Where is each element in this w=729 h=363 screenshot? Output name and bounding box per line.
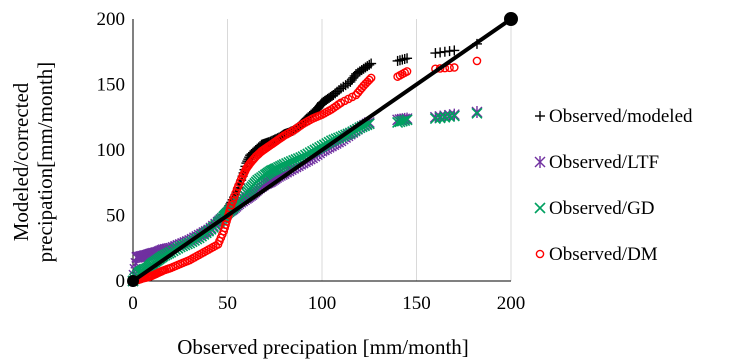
y-axis-title-line: Modeled/corrected (9, 82, 33, 241)
series-layer (127, 12, 518, 287)
legend: Observed/modeled Observed/LTF Observed/GD O… (534, 106, 693, 265)
legend-label: Observed/modeled (549, 106, 693, 127)
marker-stroke (535, 249, 545, 259)
data-point (439, 111, 451, 123)
y-axis-title: Modeled/correctedprecipation[mm/month] (9, 62, 57, 263)
legend-label: Observed/LTF (549, 152, 659, 173)
data-point (399, 114, 411, 127)
marker-stroke (439, 111, 451, 123)
legend-label: Observed/DM (549, 244, 658, 265)
marker-stroke (534, 202, 546, 214)
data-point (401, 114, 413, 126)
legend-item: Observed/DM (535, 244, 658, 265)
legend-item: Observed/modeled (535, 106, 693, 127)
x-tick-label: 100 (308, 293, 337, 314)
marker-stroke (449, 63, 459, 72)
one-to-one-line (131, 17, 513, 283)
marker-stroke (445, 63, 454, 73)
series-observed-dm (128, 56, 482, 286)
data-point (449, 45, 460, 56)
marker-stroke (402, 67, 412, 76)
data-point (445, 63, 454, 73)
marker-stroke (399, 114, 411, 127)
marker-stroke (472, 56, 482, 66)
marker-stroke (226, 200, 236, 210)
legend-item: Observed/LTF (534, 152, 659, 173)
data-point (444, 111, 456, 123)
data-point (429, 112, 441, 125)
legend-marker (535, 111, 545, 121)
data-point (448, 110, 460, 122)
y-tick-label: 100 (97, 140, 126, 161)
marker-stroke (228, 196, 237, 206)
marker-stroke (361, 119, 373, 131)
marker-stroke (429, 112, 441, 125)
marker-stroke (434, 112, 446, 124)
y-tick-label: 150 (97, 75, 126, 96)
data-point (402, 53, 413, 64)
data-point (229, 192, 239, 202)
marker-stroke (229, 192, 239, 202)
y-tick-label: 50 (106, 206, 125, 227)
x-tick-label: 200 (497, 293, 526, 314)
data-point (434, 112, 446, 124)
marker-stroke (448, 110, 460, 122)
data-point (364, 59, 375, 70)
axis-layer (132, 19, 511, 282)
grid-layer (227, 19, 512, 281)
x-tick-label: 50 (218, 293, 237, 314)
data-point (366, 58, 377, 69)
data-point (226, 200, 236, 210)
legend-marker (534, 156, 546, 168)
line-end-point (504, 12, 518, 26)
data-point (472, 56, 482, 66)
data-point (471, 106, 483, 119)
data-point (278, 132, 287, 142)
line-start-point (127, 275, 139, 287)
y-axis-title-line: precipation[mm/month] (33, 62, 57, 263)
legend-label: Observed/GD (549, 198, 655, 219)
data-point (471, 107, 483, 119)
x-tick-label: 150 (402, 293, 431, 314)
legend-item: Observed/GD (534, 198, 655, 219)
y-tick-label: 200 (97, 9, 126, 30)
marker-stroke (231, 188, 240, 198)
tick-layer: 0 50 100 150 200 0 50 100 150 200 (97, 9, 526, 314)
data-point (231, 188, 240, 198)
marker-stroke (471, 107, 483, 119)
marker-stroke (366, 73, 376, 83)
data-point (364, 75, 374, 85)
y-tick-label: 0 (116, 271, 126, 292)
data-point (366, 73, 376, 83)
x-tick-label: 0 (128, 293, 138, 314)
marker-stroke (444, 111, 456, 123)
data-point (228, 196, 237, 206)
marker-stroke (278, 132, 287, 142)
x-axis-title: Observed precipation [mm/month] (177, 335, 469, 359)
marker-stroke (401, 114, 413, 126)
marker-stroke (364, 75, 374, 85)
marker-stroke (363, 118, 375, 130)
data-point (449, 63, 459, 72)
legend-marker (534, 202, 546, 214)
legend-marker (535, 249, 545, 259)
data-point (402, 67, 412, 76)
